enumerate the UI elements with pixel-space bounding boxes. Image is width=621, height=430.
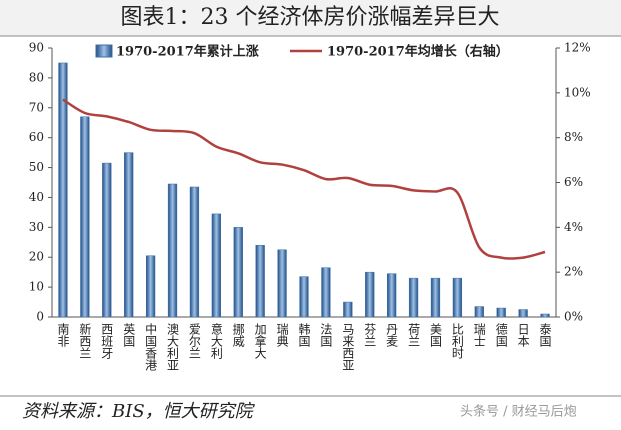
x-tick-label: 瑞士 <box>472 323 486 347</box>
bar <box>496 307 506 318</box>
x-tick-label: 意大利 <box>209 322 223 359</box>
y-tick-label: 80 <box>29 70 44 84</box>
bar <box>80 116 90 318</box>
x-tick-label: 南非 <box>56 322 70 347</box>
y-tick-label: 10 <box>29 280 44 294</box>
y-tick-label: 20 <box>29 250 44 264</box>
x-tick-label: 丹麦 <box>385 323 399 348</box>
bar <box>452 277 463 318</box>
x-tick-label: 加拿大 <box>253 323 267 359</box>
y-tick-label: 50 <box>29 160 44 174</box>
bar <box>321 267 331 318</box>
x-tick-label: 英国 <box>122 323 136 347</box>
chart-title: 图表1：23 个经济体房价涨幅差异巨大 <box>121 5 500 30</box>
y-tick-label: 30 <box>29 220 44 234</box>
x-tick-label: 日本 <box>516 323 530 348</box>
y2-tick-label: 12% <box>564 41 591 55</box>
bar <box>277 249 287 318</box>
y2-tick-label: 6% <box>564 175 583 189</box>
x-tick-label: 澳大利亚 <box>166 323 180 371</box>
x-tick-label: 法国 <box>319 323 333 347</box>
line <box>62 98 546 260</box>
bar <box>518 309 528 318</box>
x-tick-label: 新西兰 <box>78 322 92 359</box>
y2-tick-label: 2% <box>564 265 583 279</box>
y2-tick-label: 8% <box>564 130 583 144</box>
bar <box>189 186 200 318</box>
x-tick-label: 中国香港 <box>144 322 158 371</box>
x-tick-label: 泰国 <box>538 323 552 347</box>
x-tick-label: 瑞典 <box>275 323 289 347</box>
bar <box>474 306 484 318</box>
bar <box>540 313 550 318</box>
bar <box>58 62 68 318</box>
bar <box>387 273 397 318</box>
bar <box>233 227 243 318</box>
watermark: 头条号 / 财经马后炮 <box>460 404 577 420</box>
legend-label: 1970-2017年累计上涨 <box>116 44 259 60</box>
bar <box>167 183 178 318</box>
x-tick-label: 德国 <box>494 322 508 347</box>
bar <box>124 152 134 318</box>
bar <box>365 271 375 318</box>
y-tick-label: 0 <box>36 310 44 324</box>
legend-swatch <box>95 44 113 58</box>
x-tick-label: 爱尔兰 <box>187 323 201 359</box>
x-tick-label: 挪威 <box>231 323 245 348</box>
bar <box>211 213 221 318</box>
y-tick-label: 70 <box>29 100 44 114</box>
bar <box>145 255 156 318</box>
legend-label: 1970-2017年均增长（右轴） <box>327 44 509 60</box>
y-tick-label: 40 <box>29 190 44 204</box>
bar <box>408 277 419 318</box>
x-tick-label: 西班牙 <box>100 323 114 359</box>
y-tick-label: 90 <box>29 41 44 55</box>
x-tick-label: 马来西亚 <box>341 323 355 371</box>
x-tick-label: 美国 <box>428 323 442 347</box>
bar <box>102 162 112 318</box>
bar <box>343 301 353 318</box>
y2-tick-label: 0% <box>564 310 583 324</box>
x-tick-label: 荷兰 <box>407 323 421 347</box>
title-band <box>0 0 621 36</box>
x-tick-label: 比利时 <box>450 323 464 359</box>
bar <box>430 277 441 318</box>
source: 资料来源：BIS，恒大研究院 <box>22 401 256 422</box>
y2-tick-label: 10% <box>564 85 591 99</box>
y-tick-label: 60 <box>29 130 44 144</box>
y2-tick-label: 4% <box>564 220 583 234</box>
bar <box>299 276 309 318</box>
x-tick-label: 芬兰 <box>363 323 377 347</box>
x-tick-label: 韩国 <box>297 322 311 347</box>
bar <box>255 245 265 318</box>
